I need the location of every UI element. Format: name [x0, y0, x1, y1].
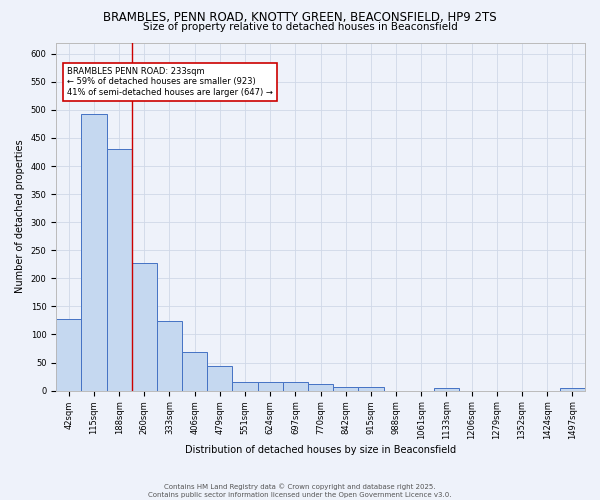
Y-axis label: Number of detached properties: Number of detached properties: [15, 140, 25, 294]
Bar: [132, 262, 157, 390]
Text: BRAMBLES PENN ROAD: 233sqm
← 59% of detached houses are smaller (923)
41% of sem: BRAMBLES PENN ROAD: 233sqm ← 59% of deta…: [67, 67, 272, 96]
Bar: [56, 318, 82, 390]
Text: Contains HM Land Registry data © Crown copyright and database right 2025.
Contai: Contains HM Land Registry data © Crown c…: [148, 484, 452, 498]
Bar: [560, 388, 585, 390]
Text: Size of property relative to detached houses in Beaconsfield: Size of property relative to detached ho…: [143, 22, 457, 32]
Bar: [308, 384, 333, 390]
Bar: [207, 366, 232, 390]
Bar: [107, 149, 132, 390]
Bar: [82, 114, 107, 390]
Bar: [232, 382, 257, 390]
Bar: [333, 386, 358, 390]
X-axis label: Distribution of detached houses by size in Beaconsfield: Distribution of detached houses by size …: [185, 445, 456, 455]
Text: BRAMBLES, PENN ROAD, KNOTTY GREEN, BEACONSFIELD, HP9 2TS: BRAMBLES, PENN ROAD, KNOTTY GREEN, BEACO…: [103, 12, 497, 24]
Bar: [358, 387, 383, 390]
Bar: [283, 382, 308, 390]
Bar: [182, 352, 207, 391]
Bar: [157, 321, 182, 390]
Bar: [257, 382, 283, 390]
Bar: [434, 388, 459, 390]
